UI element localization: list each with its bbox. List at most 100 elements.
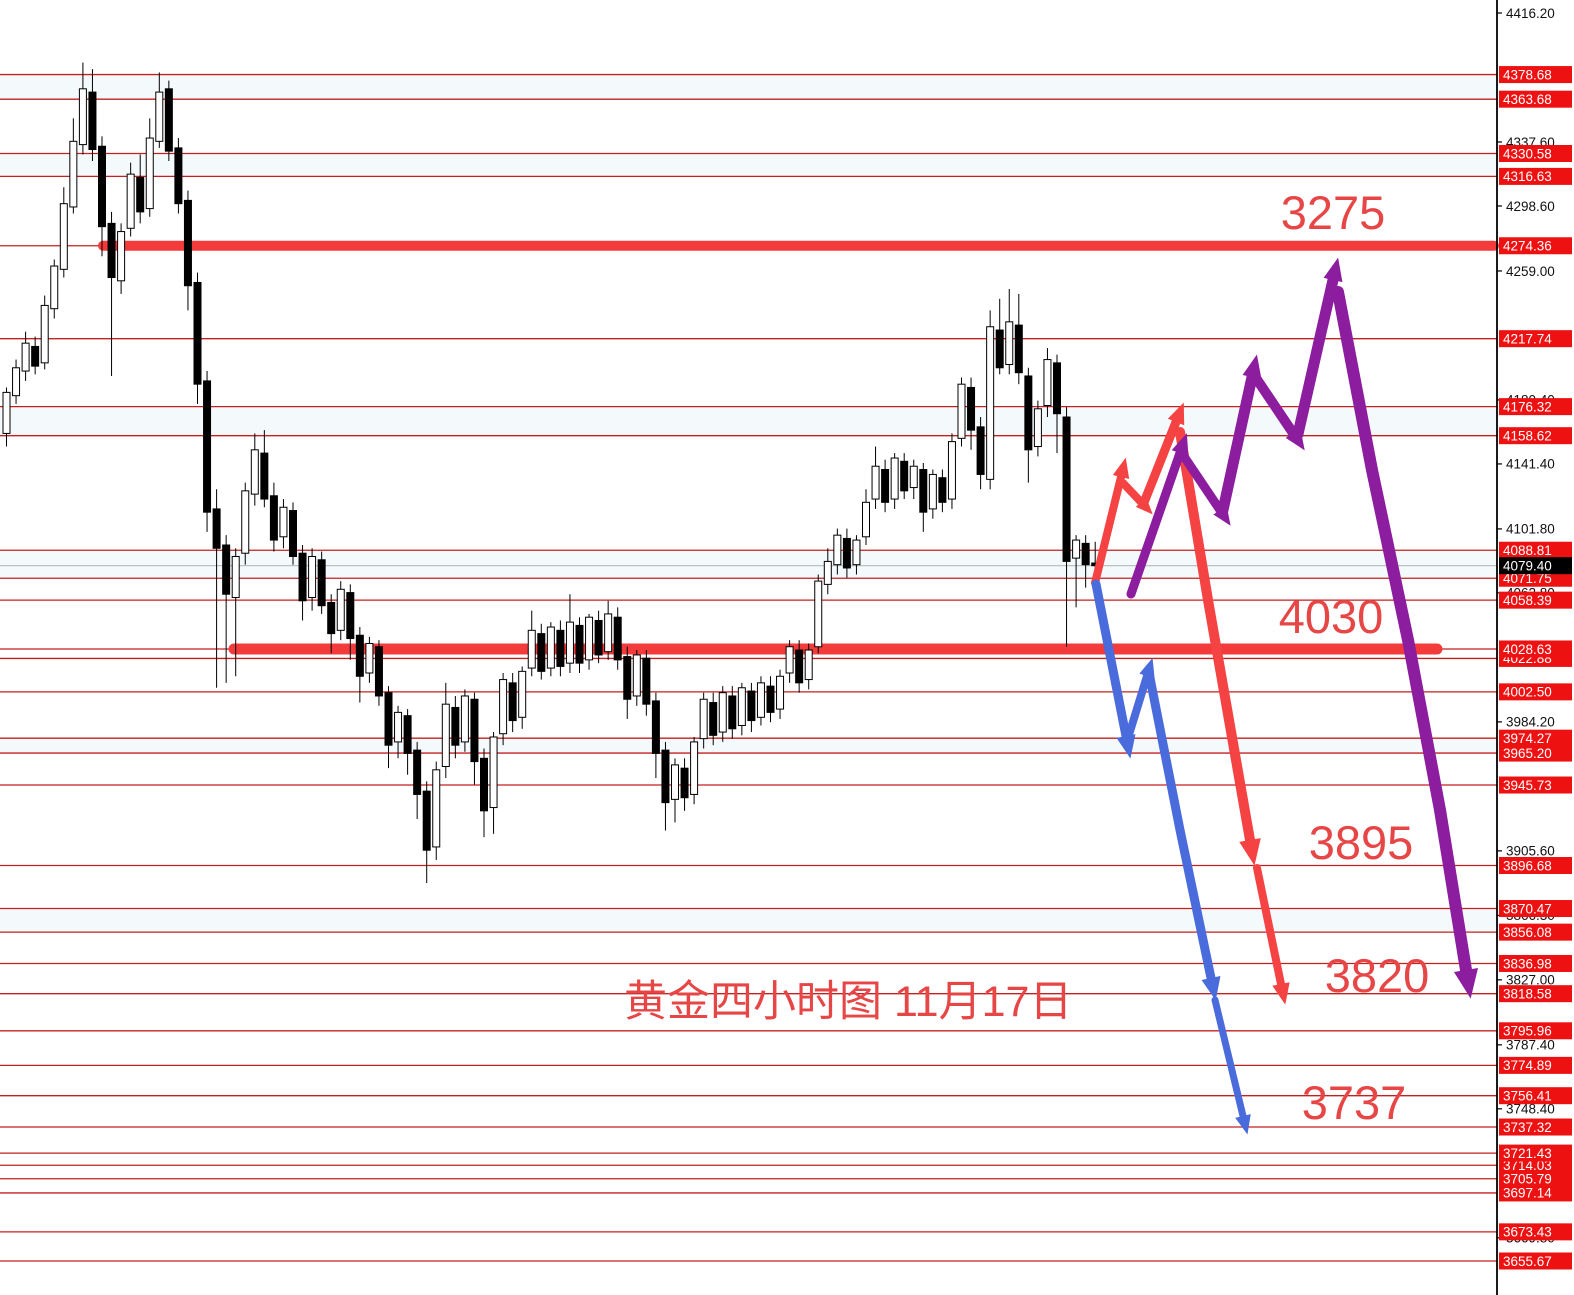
price-level-badge-label: 3974.27 — [1503, 731, 1552, 746]
candle-body — [422, 790, 431, 851]
axis-tick-label: 3827.00 — [1506, 973, 1555, 988]
candle-body — [680, 767, 689, 799]
candle-body — [957, 383, 966, 439]
blue-forecast-arrow-shaft — [1124, 672, 1151, 742]
candle-body — [919, 469, 928, 513]
price-level-badge — [1499, 985, 1572, 1003]
blue-forecast-arrow-shaft — [1211, 996, 1247, 1120]
price-level-badge-label: 3818.58 — [1503, 986, 1552, 1001]
candle-body — [1072, 539, 1081, 559]
candle-body — [909, 465, 918, 489]
candle-body — [556, 629, 565, 667]
candle-body — [585, 616, 594, 661]
axis-tick-label: 3748.40 — [1506, 1102, 1555, 1117]
candle-body — [88, 91, 97, 151]
candle-body — [279, 506, 288, 538]
candle-body — [947, 441, 956, 500]
price-level-badge — [1499, 144, 1572, 162]
candle-body — [327, 601, 336, 635]
price-level-badge-label: 3856.08 — [1503, 925, 1552, 940]
price-level-badge-label: 3965.20 — [1503, 746, 1552, 761]
price-level-badge-label: 3756.41 — [1503, 1088, 1552, 1103]
price-level-badge-label: 3721.43 — [1503, 1146, 1552, 1161]
price-level-badge — [1499, 857, 1572, 875]
candle-body — [193, 281, 202, 385]
price-level-badge-label: 3795.96 — [1503, 1024, 1552, 1039]
price-level-badge — [1499, 1118, 1572, 1136]
red-forecast-arrowhead — [1167, 402, 1185, 426]
price-zone — [0, 908, 1497, 933]
candle-body — [374, 646, 383, 697]
purple-forecast-arrow-shaft — [1126, 448, 1185, 599]
candle-body — [661, 749, 670, 804]
candle-body — [852, 539, 861, 566]
candle-body — [346, 592, 355, 640]
candle-body — [756, 682, 765, 718]
candle-body — [117, 231, 126, 282]
candle-body — [795, 649, 804, 684]
candle-body — [728, 695, 737, 730]
candle-body — [613, 616, 622, 661]
price-level-badge-label: 3737.32 — [1503, 1120, 1552, 1135]
candle-body — [1024, 375, 1033, 451]
axis-tick-label: 4141.40 — [1506, 457, 1555, 472]
purple-forecast-arrowhead — [1242, 354, 1262, 380]
price-level-badge — [1499, 683, 1572, 701]
price-level-badge — [1499, 1056, 1572, 1074]
candle-body — [890, 457, 899, 500]
candle-body — [527, 629, 536, 669]
candle-body — [565, 621, 574, 664]
candle-body — [594, 619, 603, 656]
candle-body — [1005, 321, 1014, 365]
candle-body — [776, 675, 785, 710]
axis-tick-label: 3984.20 — [1506, 715, 1555, 730]
candle-body — [1081, 542, 1090, 566]
purple-forecast-arrow-shaft — [1251, 373, 1298, 438]
price-level-badge — [1499, 1223, 1572, 1241]
price-level-badge — [1499, 954, 1572, 972]
candle-body — [480, 757, 488, 812]
candle-body — [537, 633, 546, 672]
candle-body — [575, 624, 584, 664]
price-level-badge-label: 4378.68 — [1503, 67, 1552, 82]
price-zone — [0, 153, 1497, 177]
red-forecast-arrow-shaft — [1253, 864, 1285, 988]
candle-body — [222, 544, 231, 595]
price-level-badge — [1499, 90, 1572, 108]
candle-body — [203, 380, 212, 513]
candle-body — [2, 391, 11, 434]
blue-forecast-arrowhead — [1139, 657, 1155, 679]
purple-forecast-arrowhead — [1171, 433, 1189, 456]
price-zone — [0, 74, 1497, 100]
price-level-badge-label: 4330.58 — [1503, 146, 1552, 161]
price-level-badge-label: 4316.63 — [1503, 169, 1552, 184]
candle-body — [269, 495, 278, 541]
price-level-badge-label: 3945.73 — [1503, 778, 1552, 793]
candle-body — [928, 473, 937, 510]
price-level-badge — [1499, 744, 1572, 762]
price-level-badge-label: 3870.47 — [1503, 901, 1552, 916]
price-level-badge-label: 4217.74 — [1503, 331, 1552, 346]
current-price-badge — [1499, 557, 1572, 575]
candle-body — [737, 687, 746, 727]
candle-body — [40, 304, 49, 364]
candle-body — [336, 588, 345, 631]
candle-body — [900, 460, 909, 492]
blue-forecast-arrowhead — [1201, 976, 1221, 1001]
candle-body — [766, 685, 775, 713]
candle-body — [432, 769, 441, 848]
candle-body — [355, 634, 364, 677]
candle-body — [718, 692, 727, 733]
candle-body — [403, 715, 412, 754]
price-level-badge-label: 3714.03 — [1503, 1158, 1552, 1173]
red-forecast-arrow-shaft — [1091, 473, 1125, 587]
candle-body — [460, 695, 469, 743]
price-level-badge-label: 4176.32 — [1503, 399, 1552, 414]
price-level-badge — [1499, 1087, 1572, 1105]
price-level-badge — [1499, 330, 1572, 348]
axis-tick-label: 3905.60 — [1506, 844, 1555, 859]
candle-body — [967, 386, 976, 431]
blue-forecast-arrowhead — [1235, 1114, 1251, 1135]
price-level-badge-label: 3655.67 — [1503, 1254, 1552, 1269]
